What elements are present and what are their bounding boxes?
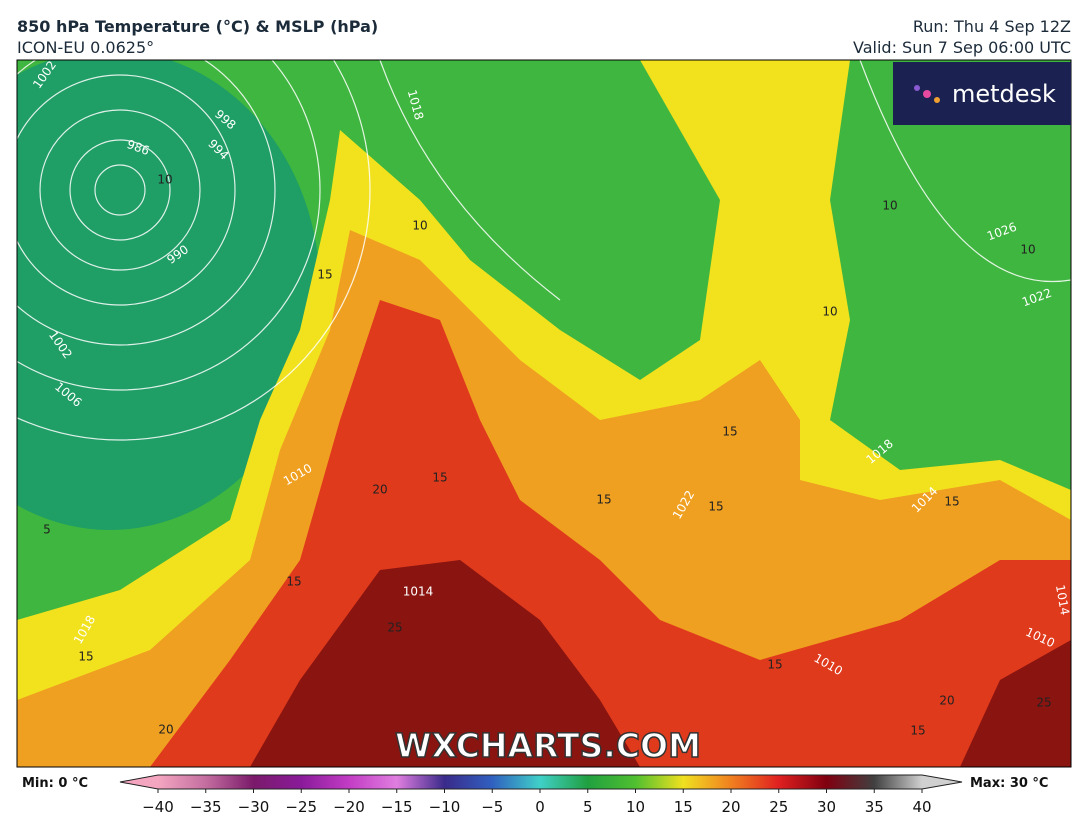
temperature-label: 20 [158,723,173,737]
colorbar-tick-label: −10 [429,798,461,816]
temperature-label: 15 [78,650,93,664]
logo-text: metdesk [952,80,1056,108]
temperature-label: 10 [412,219,427,233]
colorbar-tick-label: −15 [381,798,413,816]
map-frame [16,59,1072,768]
colorbar-tick-label: −30 [238,798,270,816]
temperature-label: 15 [432,471,447,485]
colorbar-tick-label: 0 [535,798,545,816]
colorbar-tick-label: −20 [333,798,365,816]
logo: metdesk [893,62,1071,125]
colorbar-tick-label: −5 [481,798,503,816]
valid-time: Valid: Sun 7 Sep 06:00 UTC [853,38,1071,57]
colorbar-tick-label: 10 [626,798,645,816]
isobar-label: 1014 [1053,584,1072,617]
temperature-label: 10 [1020,243,1035,257]
colorbar-tick-label: −25 [285,798,317,816]
colorbar-tick-label: 15 [674,798,693,816]
watermark: WXCHARTS.COM [395,726,701,765]
temperature-label: 15 [910,724,925,738]
isobars [17,60,1071,441]
colorbar-tick-label: 20 [721,798,740,816]
temperature-label: 10 [822,305,837,319]
temperature-label: 15 [596,493,611,507]
colorbar-tick-label: 5 [583,798,593,816]
temperature-label: 15 [944,495,959,509]
temperature-label: 5 [43,523,51,537]
hottest-zone [250,560,1071,767]
logo-box [893,62,1071,125]
temperature-label: 10 [157,173,172,187]
title: 850 hPa Temperature (°C) & MSLP (hPa) [17,17,378,36]
max-label: Max: 30 °C [970,776,1048,791]
temperature-label: 25 [387,621,402,635]
logo-icon [914,85,920,91]
map [17,60,1071,767]
model: ICON-EU 0.0625° [17,38,154,57]
temperature-label: 15 [317,268,332,282]
colorbar-tick-label: 25 [769,798,788,816]
temperature-label: 15 [286,575,301,589]
colorbar-tick-label: 40 [912,798,931,816]
logo-icon [923,90,931,98]
temperature-label: 15 [708,500,723,514]
colorbar-tick-label: −35 [190,798,222,816]
isobar-label: 1014 [403,585,434,599]
temperature-label: 15 [722,425,737,439]
temperature-label: 20 [939,694,954,708]
cold-ocean [17,60,320,530]
colorbar [119,774,963,790]
temperature-label: 25 [1036,696,1051,710]
temperature-label: 15 [767,658,782,672]
run-time: Run: Thu 4 Sep 12Z [913,17,1071,36]
temperature-label: 20 [372,483,387,497]
logo-icon [934,97,940,103]
colorbar-tick-label: −40 [142,798,174,816]
min-label: Min: 0 °C [22,776,88,791]
colorbar-tick-label: 30 [817,798,836,816]
colorbar-tick-label: 35 [865,798,884,816]
temperature-label: 10 [882,199,897,213]
